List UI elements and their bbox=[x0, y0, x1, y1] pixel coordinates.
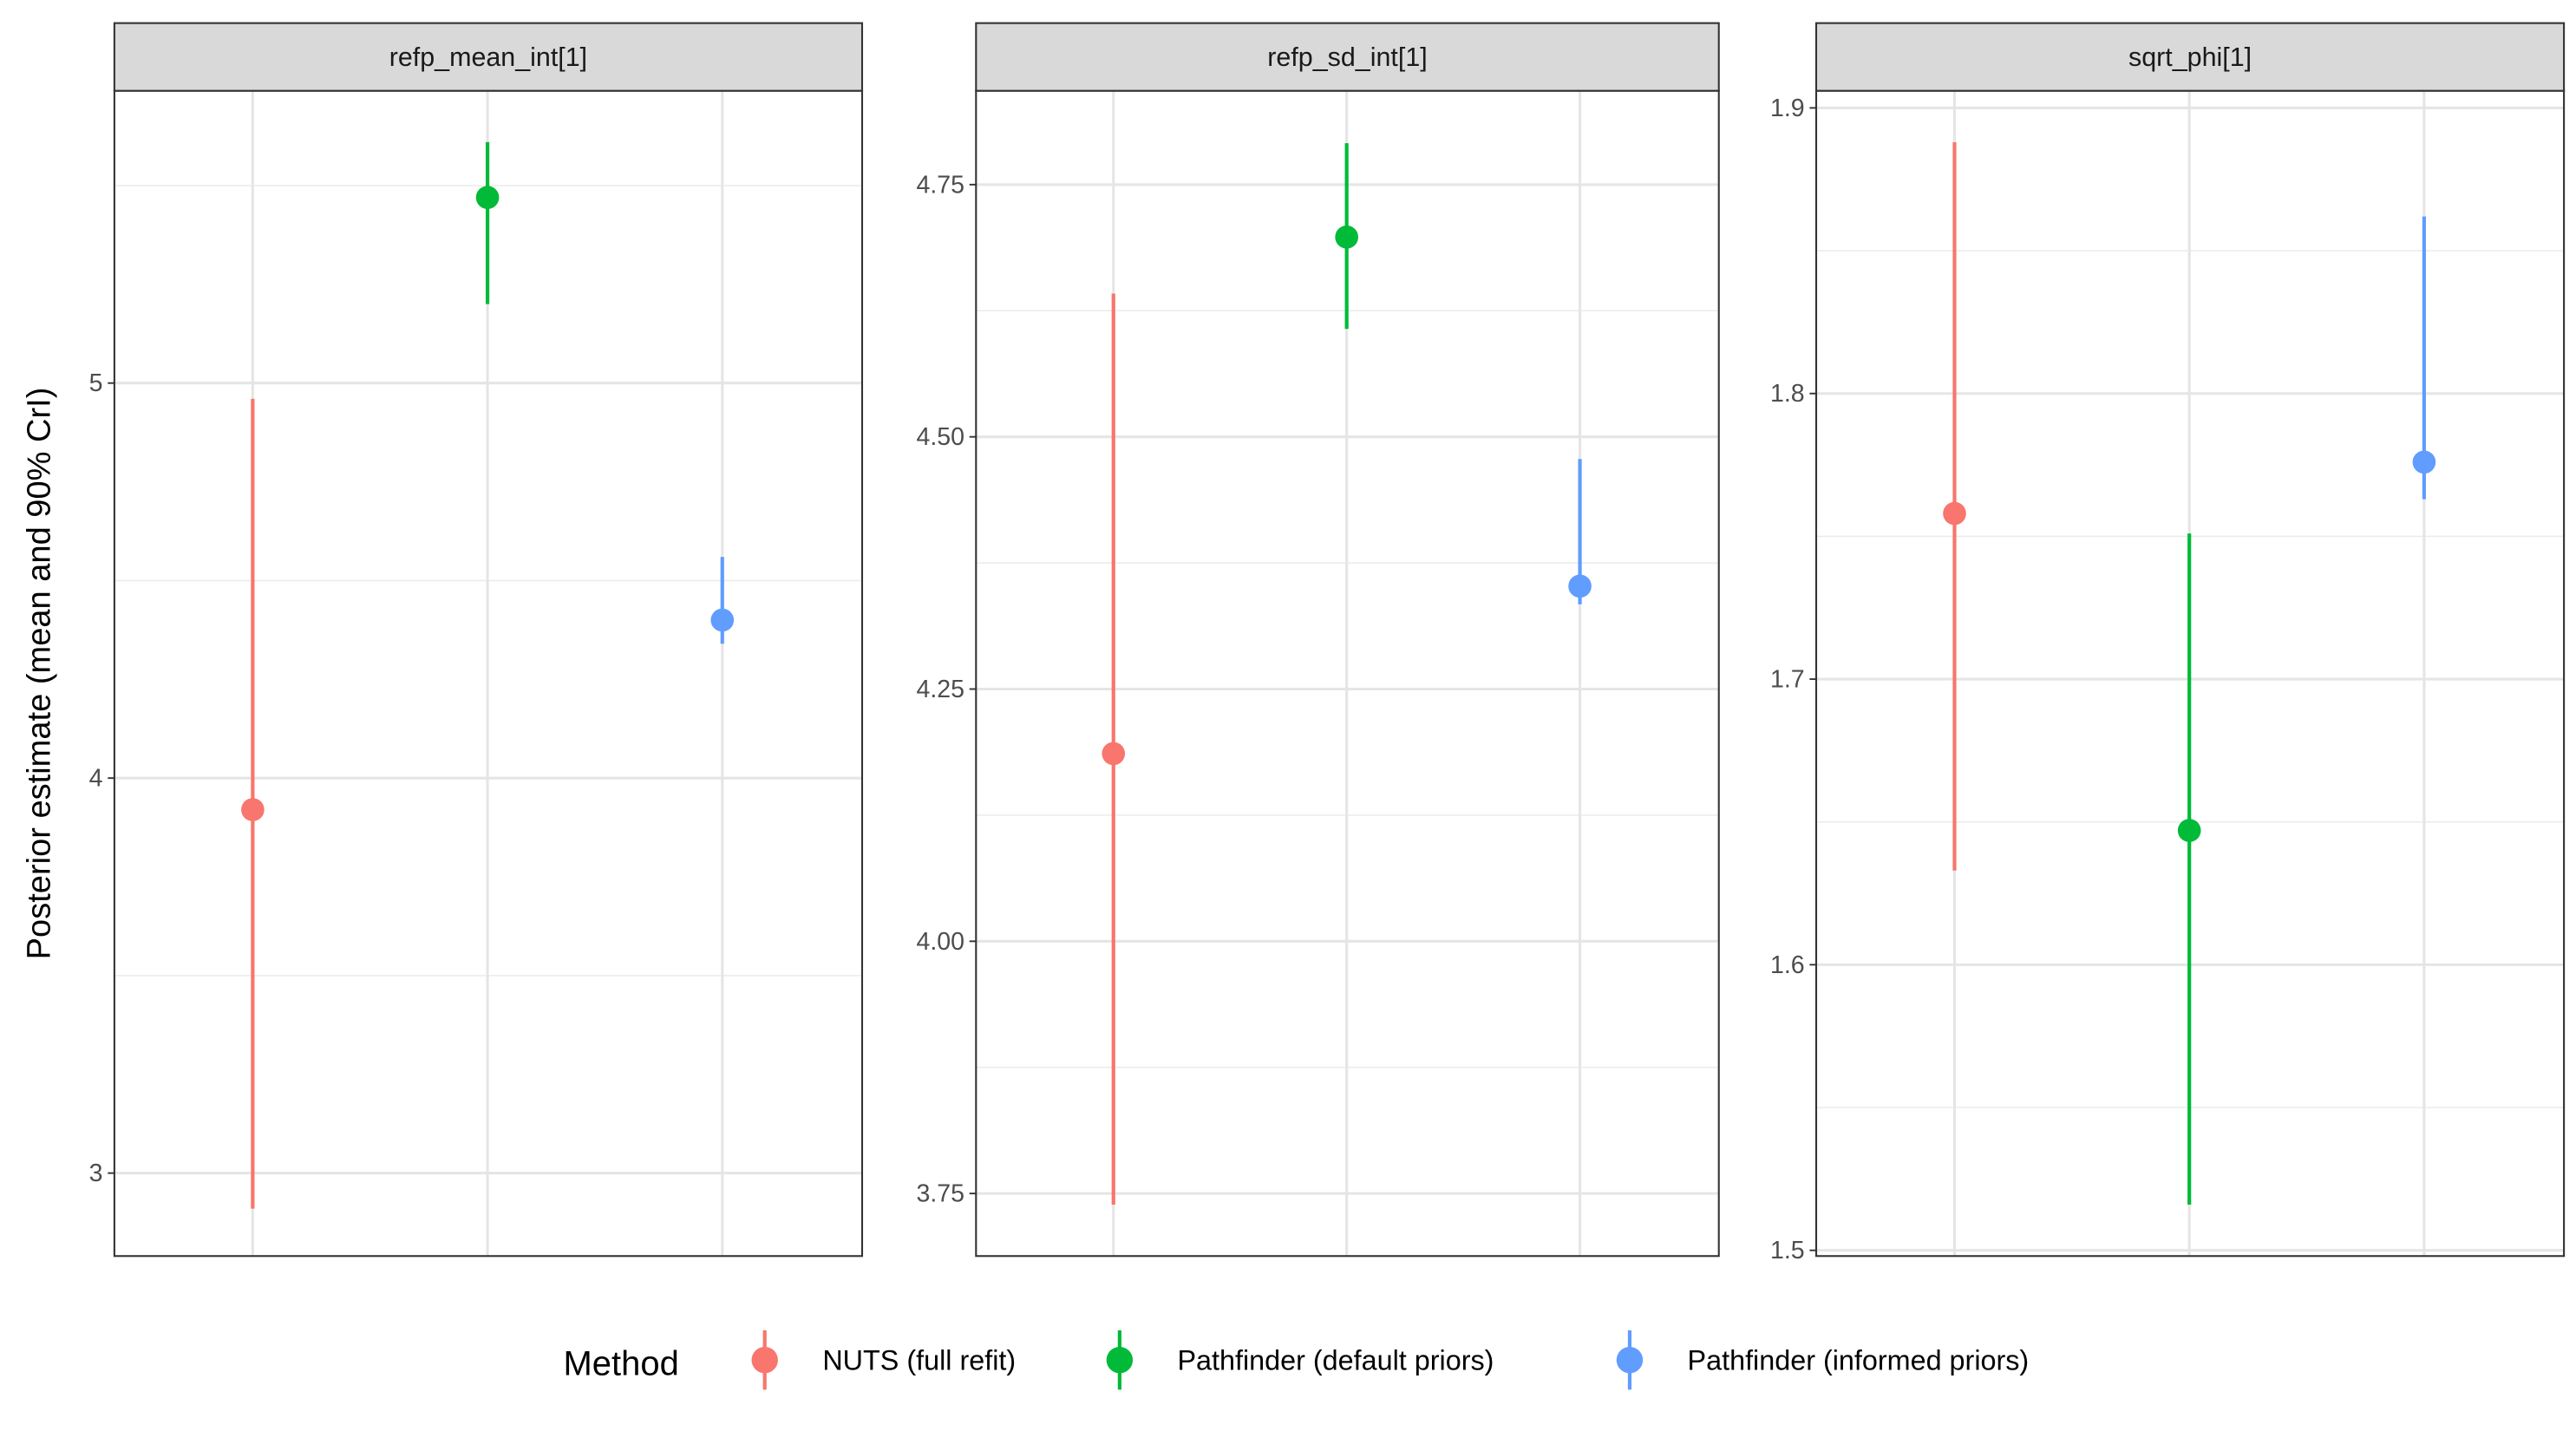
mean-point bbox=[1102, 742, 1126, 766]
legend-key-point bbox=[751, 1346, 778, 1374]
legend: Method NUTS (full refit) Pathfinder (defa… bbox=[564, 1330, 2030, 1390]
mean-point bbox=[1335, 225, 1358, 249]
mean-point bbox=[1568, 574, 1592, 598]
y-tick-label: 3.75 bbox=[916, 1180, 964, 1208]
y-tick-label: 1.7 bbox=[1770, 666, 1805, 694]
y-tick-label: 3 bbox=[89, 1160, 103, 1187]
y-tick-label: 4.00 bbox=[916, 928, 964, 956]
mean-point bbox=[2177, 819, 2201, 842]
facet-strip bbox=[1814, 22, 2566, 92]
facet-strip-label: refp_mean_int[1] bbox=[389, 42, 587, 72]
y-tick-label: 4.25 bbox=[916, 676, 964, 703]
y-tick-label: 5 bbox=[89, 369, 103, 397]
y-tick-label: 1.8 bbox=[1770, 380, 1805, 408]
facet-panel-3: 1.5 1.6 1.7 1.8 1.9 sqrt_phi[1] bbox=[1770, 22, 2566, 1264]
mean-point bbox=[1943, 501, 1966, 526]
y-axis-label: Posterior estimate (mean and 90% CrI) bbox=[22, 388, 58, 960]
facet-panel-2: 3.75 4.00 4.25 4.50 4.75 refp_sd_int[1] bbox=[916, 22, 1720, 1258]
facet-panel-1: 3 4 5 refp_mean_int[1] bbox=[89, 22, 864, 1258]
facet-strip bbox=[113, 22, 864, 92]
facet-strip bbox=[975, 22, 1720, 92]
legend-label: Pathfinder (default priors) bbox=[1177, 1345, 1494, 1376]
mean-point bbox=[241, 798, 265, 821]
legend-key-point bbox=[1106, 1346, 1134, 1374]
y-tick-label: 1.9 bbox=[1770, 95, 1805, 122]
y-tick-label: 1.6 bbox=[1770, 951, 1805, 979]
facet-strip-label: refp_sd_int[1] bbox=[1267, 42, 1427, 72]
legend-key-point bbox=[1616, 1346, 1644, 1374]
legend-item: NUTS (full refit) bbox=[751, 1330, 1016, 1390]
facet-strip-label: sqrt_phi[1] bbox=[2128, 42, 2252, 72]
legend-item: Pathfinder (informed priors) bbox=[1616, 1330, 2030, 1390]
y-tick-label: 1.5 bbox=[1770, 1237, 1805, 1264]
y-tick-label: 4 bbox=[89, 765, 103, 793]
mean-point bbox=[710, 608, 735, 632]
legend-label: Pathfinder (informed priors) bbox=[1688, 1345, 2030, 1376]
legend-title: Method bbox=[564, 1344, 679, 1382]
mean-point bbox=[475, 186, 500, 209]
mean-point bbox=[2412, 450, 2436, 474]
legend-label: NUTS (full refit) bbox=[822, 1345, 1016, 1376]
legend-item: Pathfinder (default priors) bbox=[1106, 1330, 1494, 1390]
y-tick-label: 4.50 bbox=[916, 423, 964, 451]
y-tick-label: 4.75 bbox=[916, 171, 964, 199]
